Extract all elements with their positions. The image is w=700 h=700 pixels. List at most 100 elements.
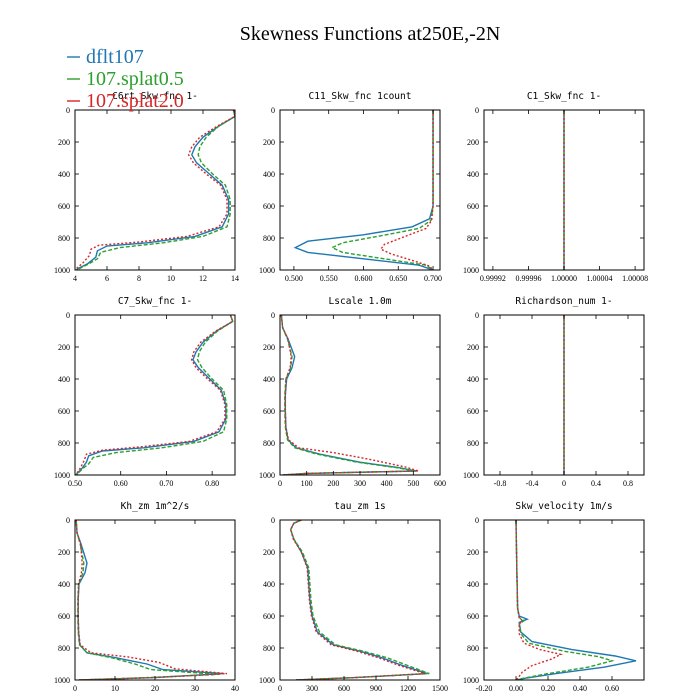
x-tick-label: 0.4 — [591, 479, 601, 488]
y-tick-label: 0 — [66, 516, 70, 525]
x-tick-label: 0.20 — [541, 684, 555, 693]
panel-title: C6rt_Skw_fnc 1- — [112, 91, 198, 102]
y-tick-label: 400 — [58, 580, 70, 589]
panel-title: C1_Skw_fnc 1- — [527, 91, 601, 102]
x-tick-label: 900 — [370, 684, 382, 693]
y-tick-label: 1000 — [54, 676, 70, 685]
x-tick-label: 30 — [191, 684, 199, 693]
y-tick-label: 1000 — [259, 471, 275, 480]
x-tick-label: 0.99992 — [480, 274, 506, 283]
plot-frame — [279, 109, 441, 271]
y-tick-label: 1000 — [463, 676, 479, 685]
y-tick-label: 200 — [467, 548, 479, 557]
series-line-2 — [515, 520, 615, 680]
legend-item: 107.splat2.0 — [67, 90, 184, 112]
x-tick-label: 0.80 — [205, 479, 219, 488]
y-tick-label: 400 — [263, 580, 275, 589]
y-tick-label: 1000 — [463, 266, 479, 275]
series-line-3 — [75, 315, 234, 475]
x-tick-label: -0.4 — [526, 479, 539, 488]
legend-label: dflt107 — [86, 46, 144, 68]
x-tick-label: 100 — [301, 479, 313, 488]
y-tick-label: 600 — [263, 612, 275, 621]
series-line-1 — [293, 110, 434, 270]
y-tick-label: 600 — [467, 202, 479, 211]
panel-title: C7_Skw_fnc 1- — [118, 296, 192, 307]
series-line-1 — [280, 315, 417, 475]
y-tick-label: 1000 — [54, 266, 70, 275]
series-line-1 — [515, 520, 637, 680]
x-tick-label: 0.700 — [424, 274, 442, 283]
series-line-2 — [75, 520, 220, 680]
x-tick-label: 1500 — [432, 684, 448, 693]
x-tick-label: 40 — [231, 684, 239, 693]
panel-5: Lscale 1.0m 0 100 200 300 400 500 600 0 200 400 600… — [259, 296, 446, 488]
y-tick-label: 600 — [467, 407, 479, 416]
y-tick-label: 600 — [58, 202, 70, 211]
series-line-1 — [75, 315, 234, 475]
y-tick-label: 200 — [263, 343, 275, 352]
y-tick-label: 200 — [263, 138, 275, 147]
x-tick-label: 8 — [137, 274, 141, 283]
x-tick-label: 1.00000 — [551, 274, 577, 283]
y-tick-label: 200 — [467, 343, 479, 352]
panel-4: C7_Skw_fnc 1- 0.50 0.60 0.70 0.80 0 200 400 600 8… — [54, 296, 236, 488]
x-tick-label: 0.600 — [354, 274, 372, 283]
panel-title: Kh_zm 1m^2/s — [121, 501, 190, 512]
series-line-3 — [379, 110, 434, 270]
y-tick-label: 1000 — [259, 676, 275, 685]
series-line-2 — [289, 520, 430, 680]
x-tick-label: 600 — [434, 479, 446, 488]
x-tick-label: 0 — [278, 684, 282, 693]
x-tick-label: 500 — [407, 479, 419, 488]
plot-frame — [74, 519, 236, 681]
y-tick-label: 0 — [475, 106, 479, 115]
y-tick-label: 800 — [467, 234, 479, 243]
panel-9: Skw_velocity 1m/s -0.20 0.00 0.20 0.40 0.60 0 2… — [463, 501, 645, 693]
series-line-3 — [75, 520, 228, 680]
plot-frame — [74, 314, 236, 476]
x-tick-label: 0 — [562, 479, 566, 488]
y-tick-label: 600 — [58, 612, 70, 621]
x-tick-label: 6 — [105, 274, 109, 283]
y-tick-label: 400 — [263, 170, 275, 179]
x-tick-label: 0 — [73, 684, 77, 693]
y-tick-label: 800 — [58, 644, 70, 653]
series-line-3 — [75, 110, 235, 270]
x-tick-label: 12 — [199, 274, 207, 283]
panel-title: Lscale 1.0m — [329, 296, 392, 307]
legend-item: dflt107 — [67, 46, 144, 68]
x-tick-label: 0.00 — [509, 684, 523, 693]
x-tick-label: 0.650 — [389, 274, 407, 283]
panel-8: tau_zm 1s 0 300 600 900 1200 1500 0 200 400 600 800… — [259, 501, 448, 693]
y-tick-label: 1000 — [259, 266, 275, 275]
x-tick-label: 600 — [338, 684, 350, 693]
panel-2: C11_Skw_fnc 1count 0.500 0.550 0.600 0.650 0.… — [259, 91, 442, 283]
y-tick-label: 0 — [271, 516, 275, 525]
panel-grid: C6rt_Skw_fnc 1-4 6 8 10 12 140200400600800100… — [54, 91, 648, 693]
plot-frame — [279, 519, 441, 681]
x-tick-label: 400 — [381, 479, 393, 488]
x-tick-label: 1200 — [400, 684, 416, 693]
panel-title: tau_zm 1s — [334, 501, 385, 512]
y-tick-label: 600 — [58, 407, 70, 416]
legend-item: 107.splat0.5 — [67, 68, 184, 90]
plot-frame — [279, 314, 441, 476]
y-tick-label: 800 — [263, 644, 275, 653]
panel-title: Richardson_num 1- — [515, 296, 612, 307]
x-tick-label: 0.50 — [68, 479, 82, 488]
y-tick-label: 0 — [271, 311, 275, 320]
x-tick-label: 20 — [151, 684, 159, 693]
plot-frame — [483, 519, 645, 681]
series-line-2 — [76, 110, 235, 270]
figure-title: Skewness Functions at250E,-2N — [240, 23, 501, 45]
y-tick-label: 400 — [467, 580, 479, 589]
y-tick-label: 200 — [58, 343, 70, 352]
panel-title: C11_Skw_fnc 1count — [309, 91, 412, 102]
x-tick-label: 200 — [327, 479, 339, 488]
x-tick-label: 0.60 — [114, 479, 128, 488]
panel-1: C6rt_Skw_fnc 1- 4 6 8 10 12 14 0 200 400 600 800 100… — [54, 91, 239, 283]
y-tick-label: 0 — [66, 106, 70, 115]
